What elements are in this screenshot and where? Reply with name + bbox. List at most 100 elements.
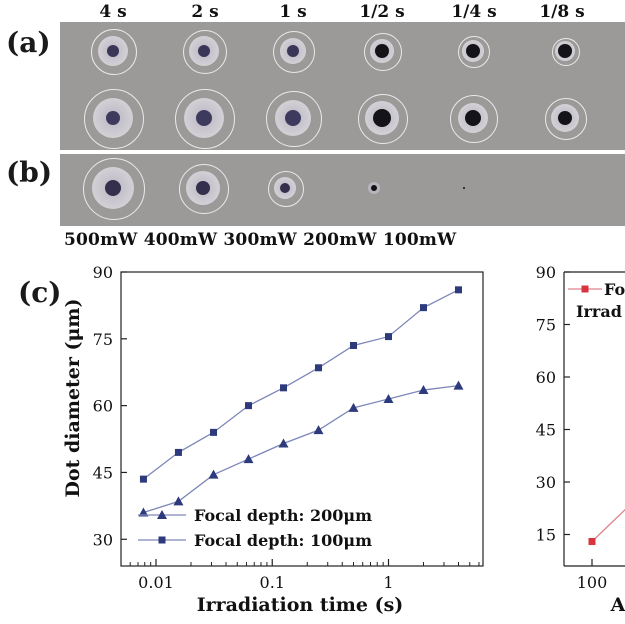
y-tick-label-75: 75 — [93, 330, 113, 349]
dot-a-row2-5-ring — [450, 95, 498, 143]
y-tick-label-60: 60 — [93, 397, 113, 416]
legend-marker-2 — [158, 536, 166, 544]
series-1-point — [383, 393, 394, 403]
series-1-point — [453, 380, 464, 390]
dot-a-row1-1-core — [107, 45, 119, 57]
series-1-point — [278, 438, 289, 448]
dot-b-3-core — [280, 183, 290, 193]
dot-a-row1-4-ring — [364, 33, 402, 71]
chart-x-axis-label: Irradiation time (s) — [197, 594, 404, 616]
series-2-point — [384, 333, 392, 341]
dot-diameter-chart: 30 45 60 75 90 0.01 0.1 1 Focal depth: 200μm Foc… — [62, 263, 484, 616]
legend-label-2: Focal depth: 100μm — [194, 531, 372, 550]
time-label-half-s: 1/2 s — [359, 2, 405, 22]
dot-a-row1-3-core — [287, 45, 299, 57]
partial-right-chart: 15 30 45 60 75 90 100 Fo Irrad A — [536, 263, 625, 616]
series-2-point — [350, 342, 358, 349]
partial-x-tick-label-100: 100 — [577, 573, 608, 592]
partial-legend-marker — [581, 285, 589, 293]
power-label-500mw: 500mW — [64, 230, 138, 250]
series-2-point — [419, 304, 427, 312]
dot-a-row1-1-ring — [91, 29, 137, 75]
power-label-300mw: 300mW — [223, 230, 297, 250]
series-line-2 — [143, 289, 459, 480]
power-label-200mw: 200mW — [303, 230, 377, 250]
time-label-4s: 4 s — [99, 2, 127, 22]
partial-y-tick-label-90: 90 — [536, 263, 556, 282]
series-2-point — [280, 384, 288, 392]
x-tick-label-1: 1 — [383, 573, 393, 592]
partial-y-tick-label-30: 30 — [536, 473, 556, 492]
series-1-point — [173, 496, 184, 506]
partial-legend-label-1: Fo — [604, 280, 625, 299]
partial-y-tick-label-60: 60 — [536, 368, 556, 387]
power-label-row: 500mW 400mW 300mW 200mW 100mW — [64, 230, 456, 250]
series-1-point — [348, 402, 359, 412]
dot-a-row1-3-ring — [273, 31, 315, 73]
dot-b-5-core — [463, 187, 465, 189]
dot-b-3-ring — [268, 171, 304, 207]
dot-a-row2-4-core — [373, 109, 391, 127]
partial-y-tick-label-75: 75 — [536, 316, 556, 335]
dot-b-1-core — [105, 180, 121, 196]
panel-c-label: (c) — [18, 276, 62, 309]
dot-a-row1-2-core — [198, 45, 210, 57]
power-label-100mw: 100mW — [382, 230, 457, 250]
dot-a-row2-1-core — [106, 111, 120, 125]
partial-series-point — [588, 538, 596, 545]
series-2-point — [139, 475, 147, 483]
dot-a-row2-4-ring — [358, 94, 408, 144]
dot-a-row2-2-ring — [175, 89, 235, 149]
dot-a-row1-5-ring — [458, 36, 490, 68]
legend-marker-1 — [157, 510, 167, 519]
time-label-quarter-s: 1/4 s — [451, 2, 497, 22]
dot-b-4-core — [371, 185, 377, 191]
y-tick-label-90: 90 — [93, 263, 113, 282]
dot-a-row2-2-core — [196, 110, 212, 126]
micrograph-strip-b — [60, 154, 625, 226]
legend-label-1: Focal depth: 200μm — [194, 506, 372, 525]
chart-y-axis-label: Dot diameter (μm) — [62, 298, 84, 497]
dot-b-1-ring — [83, 158, 145, 220]
dot-a-row1-6-core — [558, 44, 572, 58]
dot-a-row2-5-core — [465, 110, 481, 126]
dot-a-row2-3-core — [285, 110, 301, 126]
panel-b-label: (b) — [6, 156, 53, 189]
time-label-1s: 1 s — [279, 2, 307, 22]
dot-a-row2-1-ring — [84, 89, 144, 149]
micrograph-strip-a — [60, 22, 625, 150]
time-label-2s: 2 s — [191, 2, 219, 22]
time-label-eighth-s: 1/8 s — [539, 2, 585, 22]
dot-a-row2-6-core — [558, 111, 572, 125]
chart-plot-frame — [120, 271, 484, 567]
dot-a-row1-6-ring — [552, 38, 580, 66]
series-1-point — [418, 385, 429, 395]
partial-y-tick-label-45: 45 — [536, 421, 556, 440]
partial-series-line — [591, 508, 625, 542]
x-tick-label-0.1: 0.1 — [260, 573, 285, 592]
series-2-point — [315, 364, 323, 372]
dot-a-row2-3-ring — [266, 91, 322, 147]
y-tick-label-45: 45 — [93, 463, 113, 482]
dot-a-row2-6-ring — [545, 98, 587, 140]
dot-b-2-core — [196, 181, 210, 195]
dot-a-row1-4-core — [375, 44, 389, 58]
partial-y-tick-label-15: 15 — [536, 526, 556, 545]
power-label-400mw: 400mW — [143, 230, 218, 250]
partial-chart-x-axis-label: A — [610, 594, 625, 616]
dot-b-2-ring — [179, 164, 229, 214]
series-1-point — [313, 425, 324, 435]
series-2-point — [174, 448, 182, 456]
series-line-1 — [143, 384, 459, 514]
series-2-point — [245, 402, 253, 410]
partial-legend-label-2: Irrad — [576, 302, 622, 321]
y-tick-label-30: 30 — [93, 530, 113, 549]
series-1-point — [138, 507, 149, 517]
x-tick-label-0.01: 0.01 — [138, 573, 174, 592]
panel-a-label: (a) — [6, 26, 51, 59]
series-1-point — [208, 469, 219, 479]
series-2-point — [210, 428, 218, 436]
dot-a-row1-2-ring — [183, 30, 227, 74]
series-1-point — [243, 454, 254, 464]
series-2-point — [454, 286, 462, 294]
